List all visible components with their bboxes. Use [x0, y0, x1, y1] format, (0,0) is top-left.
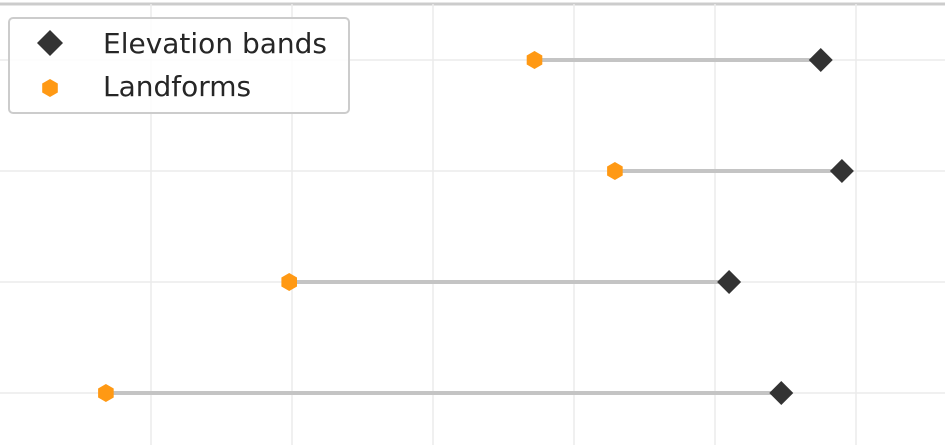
elevation-bands-point	[829, 159, 854, 183]
legend: Elevation bands Landforms	[8, 17, 350, 114]
landforms-point	[607, 162, 623, 180]
landforms-point	[98, 384, 114, 402]
landforms-point	[281, 273, 297, 291]
legend-label-landforms: Landforms	[103, 70, 251, 103]
landforms-point	[526, 51, 543, 69]
elevation-bands-point	[717, 270, 742, 294]
markers	[98, 48, 854, 405]
connectors	[103, 58, 844, 395]
elevation-bands-point	[808, 48, 833, 72]
legend-label-elevation-bands: Elevation bands	[103, 27, 327, 60]
legend-diamond-icon	[37, 30, 63, 56]
legend-box	[8, 17, 350, 114]
elevation-bands-point	[769, 381, 794, 405]
legend-hexagon-icon	[42, 79, 58, 97]
